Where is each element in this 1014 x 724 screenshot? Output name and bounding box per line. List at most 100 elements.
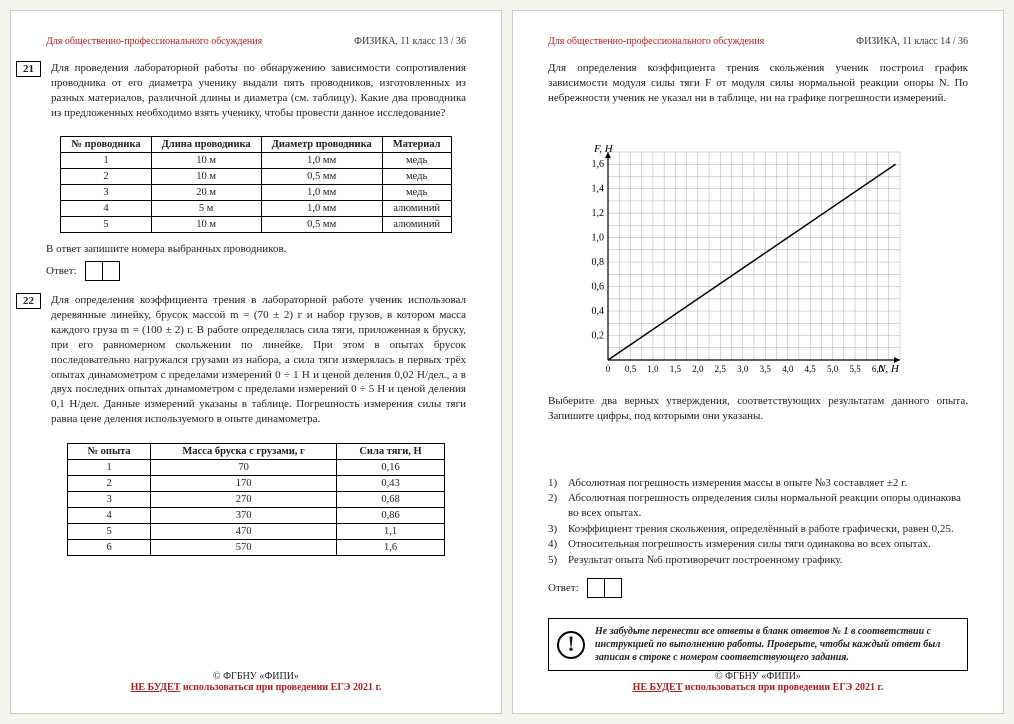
table-cell: 1	[68, 459, 151, 475]
svg-text:1,0: 1,0	[592, 233, 605, 244]
task-number: 22	[16, 293, 41, 309]
table-cell: 270	[151, 491, 337, 507]
table-cell: 3	[61, 185, 151, 201]
table-cell: 4	[61, 201, 151, 217]
option-text: Относительная погрешность измерения силы…	[568, 537, 931, 552]
footer-org: © ФГБНУ «ФИПИ»	[46, 671, 466, 682]
header-left: Для общественно-профессионального обсужд…	[46, 36, 262, 47]
page-header: Для общественно-профессионального обсужд…	[46, 36, 466, 47]
svg-text:1,2: 1,2	[592, 209, 605, 220]
answer-box[interactable]	[587, 578, 605, 598]
table-header: Масса бруска с грузами, г	[151, 443, 337, 459]
svg-text:1,6: 1,6	[592, 160, 605, 171]
footer-warning: НЕ БУДЕТ использоваться при проведении Е…	[548, 682, 968, 693]
table-cell: 2	[61, 169, 151, 185]
table-cell: медь	[382, 153, 451, 169]
answer-boxes[interactable]	[587, 578, 622, 598]
option-number: 1)	[548, 476, 562, 491]
svg-text:1,4: 1,4	[592, 184, 605, 195]
table-cell: 470	[151, 523, 337, 539]
option-text: Абсолютная погрешность измерения массы в…	[568, 476, 907, 491]
option-item: 5) Результат опыта №6 противоречит постро…	[548, 553, 968, 568]
table-cell: 20 м	[151, 185, 261, 201]
answer-label: Ответ:	[46, 265, 77, 277]
option-number: 5)	[548, 553, 562, 568]
svg-text:0,5: 0,5	[625, 364, 637, 374]
svg-text:3,5: 3,5	[760, 364, 772, 374]
table-22: № опытаМасса бруска с грузами, гСила тяг…	[67, 443, 445, 556]
option-number: 4)	[548, 537, 562, 552]
svg-text:0: 0	[606, 364, 611, 374]
table-cell: 1	[61, 153, 151, 169]
task-intro: Для определения коэффициента трения скол…	[548, 61, 968, 134]
option-item: 1) Абсолютная погрешность измерения массы…	[548, 476, 968, 491]
table-row: 320 м1,0 мммедь	[61, 185, 451, 201]
table-cell: 1,0 мм	[261, 185, 382, 201]
table-cell: 3	[68, 491, 151, 507]
table-cell: 0,5 мм	[261, 217, 382, 233]
option-item: 2)Абсолютная погрешность определения сил…	[548, 491, 968, 522]
table-header: Длина проводника	[151, 137, 261, 153]
table-header: Сила тяги, Н	[337, 443, 445, 459]
table-row: 510 м0,5 ммалюминий	[61, 217, 451, 233]
answer-row-21: Ответ:	[46, 261, 466, 281]
chart-container: 0,20,40,60,81,01,21,41,600,51,01,52,02,5…	[548, 140, 968, 390]
task-number: 21	[16, 61, 41, 77]
options-instruction: Выберите два верных утверждения, соответ…	[548, 394, 968, 467]
table-cell: 5	[68, 523, 151, 539]
footer-warning: НЕ БУДЕТ использоваться при проведении Е…	[46, 682, 466, 693]
answer-row-right: Ответ:	[548, 578, 968, 598]
answer-label: Ответ:	[548, 582, 579, 594]
option-item: 3)Коэффициент трения скольжения, определ…	[548, 522, 968, 537]
table-cell: медь	[382, 169, 451, 185]
reminder-text: Не забудьте перенести все ответы в бланк…	[595, 625, 959, 664]
svg-text:N, Н: N, Н	[877, 363, 900, 375]
answer-boxes[interactable]	[85, 261, 120, 281]
table-cell: 170	[151, 475, 337, 491]
page-13: Для общественно-профессионального обсужд…	[10, 10, 502, 714]
table-row: 43700,86	[68, 507, 445, 523]
exclamation-icon: !	[557, 631, 585, 659]
svg-text:1,0: 1,0	[647, 364, 659, 374]
svg-text:0,8: 0,8	[592, 257, 605, 268]
table-cell: 1,1	[337, 523, 445, 539]
table-cell: медь	[382, 185, 451, 201]
svg-text:0,2: 0,2	[592, 331, 605, 342]
table-cell: 1,6	[337, 539, 445, 555]
svg-text:5,0: 5,0	[827, 364, 839, 374]
answer-box[interactable]	[102, 261, 120, 281]
svg-text:4,0: 4,0	[782, 364, 794, 374]
table-cell: 0,16	[337, 459, 445, 475]
table-row: 110 м1,0 мммедь	[61, 153, 451, 169]
table-cell: 6	[68, 539, 151, 555]
table-cell: 370	[151, 507, 337, 523]
table-cell: 10 м	[151, 169, 261, 185]
page-14: Для общественно-профессионального обсужд…	[512, 10, 1004, 714]
svg-text:4,5: 4,5	[805, 364, 817, 374]
table-cell: 0,5 мм	[261, 169, 382, 185]
table-cell: 4	[68, 507, 151, 523]
table-row: 54701,1	[68, 523, 445, 539]
table-cell: 0,68	[337, 491, 445, 507]
task-21: 21 Для проведения лабораторной работы по…	[46, 61, 466, 120]
chart: 0,20,40,60,81,01,21,41,600,51,01,52,02,5…	[568, 144, 908, 384]
option-text: Результат опыта №6 противоречит построен…	[568, 553, 843, 568]
header-left: Для общественно-профессионального обсужд…	[548, 36, 764, 47]
table-cell: 0,43	[337, 475, 445, 491]
table-row: 21700,43	[68, 475, 445, 491]
footer-org: © ФГБНУ «ФИПИ»	[548, 671, 968, 682]
task-text: Для определения коэффициента трения в ла…	[51, 293, 466, 427]
svg-text:2,0: 2,0	[692, 364, 704, 374]
header-right: ФИЗИКА, 11 класс 14 / 36	[856, 36, 968, 47]
answer-box[interactable]	[85, 261, 103, 281]
option-item: 4) Относительная погрешность измерения си…	[548, 537, 968, 552]
table-header: Диаметр проводника	[261, 137, 382, 153]
table-row: 45 м1,0 ммалюминий	[61, 201, 451, 217]
table-header: № проводника	[61, 137, 151, 153]
table-21: № проводникаДлина проводникаДиаметр пров…	[60, 136, 451, 233]
svg-text:1,5: 1,5	[670, 364, 682, 374]
svg-text:0,6: 0,6	[592, 282, 605, 293]
table-row: 210 м0,5 мммедь	[61, 169, 451, 185]
table-cell: 5 м	[151, 201, 261, 217]
answer-box[interactable]	[604, 578, 622, 598]
